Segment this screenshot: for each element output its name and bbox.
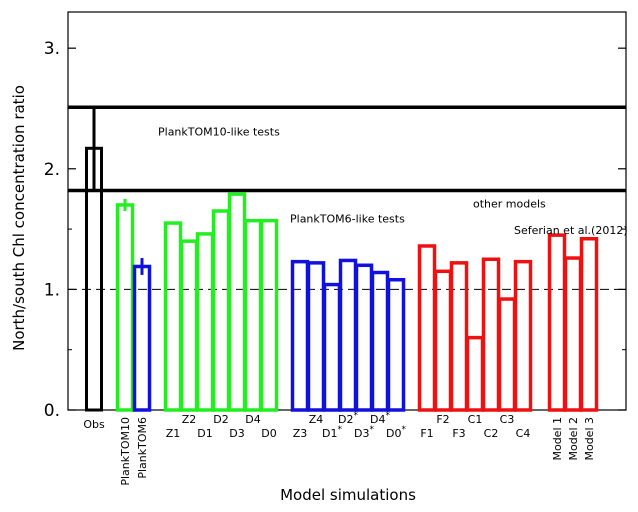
bar-d2-star xyxy=(338,258,358,412)
x-tick-label-z3: Z3 xyxy=(293,427,308,440)
bar-c3 xyxy=(497,297,517,412)
x-tick-label-d2-star: D2* xyxy=(338,411,358,426)
x-tick-label-obs: Obs xyxy=(83,418,105,431)
x-axis-label: Model simulations xyxy=(280,486,416,504)
x-tick-label-model-3: Model 3 xyxy=(583,417,596,461)
horizontal-lines xyxy=(68,105,626,193)
x-tick-label-d3-star: D3* xyxy=(354,425,374,440)
bar-planktom6 xyxy=(132,264,152,412)
y-axis-ticks: 0. 1. 2. 3. xyxy=(44,39,626,421)
y-tick-label: 3. xyxy=(44,39,60,59)
x-tick-label-c1: C1 xyxy=(468,413,483,426)
bar-d3-star xyxy=(354,263,374,412)
x-tick-label-z2: Z2 xyxy=(182,413,197,426)
bars xyxy=(85,107,599,412)
x-tick-label-f2: F2 xyxy=(436,413,449,426)
bar-f1 xyxy=(417,244,437,412)
bar-model-1 xyxy=(547,233,567,412)
x-tick-label-z1: Z1 xyxy=(166,427,181,440)
x-tick-label-f3: F3 xyxy=(452,427,465,440)
plot-frame xyxy=(67,11,627,411)
bar-model-2 xyxy=(563,256,583,412)
bar-d4-star xyxy=(370,270,390,412)
x-tick-label-d1: D1 xyxy=(197,427,212,440)
bar-c4 xyxy=(513,259,533,412)
x-tick-label-d4: D4 xyxy=(245,413,260,426)
bar-planktom10 xyxy=(115,203,135,412)
bar-z3 xyxy=(290,259,310,412)
bar-c2 xyxy=(481,257,501,412)
bar-z2 xyxy=(179,239,199,412)
y-axis-label: North/south Chl concentration ratio xyxy=(10,85,28,351)
annotation-planktom10-like-tests: PlankTOM10-like tests xyxy=(158,125,280,138)
x-tick-label-d0: D0 xyxy=(261,427,276,440)
x-tick-label-d3: D3 xyxy=(229,427,244,440)
x-tick-label-d2: D2 xyxy=(213,413,228,426)
bar-d0-star xyxy=(386,277,406,412)
bar-d0 xyxy=(259,218,279,412)
annotation-planktom6-like-tests: PlankTOM6-like tests xyxy=(290,213,405,226)
bar-f3 xyxy=(449,261,469,412)
bar-d4 xyxy=(243,218,263,412)
x-tick-label-d1-star: D1* xyxy=(322,425,342,440)
y-tick-label: 2. xyxy=(44,160,60,180)
x-tick-label-f1: F1 xyxy=(420,427,433,440)
x-tick-label-c2: C2 xyxy=(484,427,499,440)
x-tick-label-z4: Z4 xyxy=(309,413,324,426)
x-tick-label-model-2: Model 2 xyxy=(567,417,580,461)
bar-z1 xyxy=(163,221,183,412)
x-tick-label-c3: C3 xyxy=(500,413,515,426)
annotation-other-models: other models xyxy=(473,197,546,210)
bar-model-3 xyxy=(579,236,599,412)
y-tick-label: 1. xyxy=(44,280,60,300)
bar-d3 xyxy=(227,192,247,412)
x-tick-label-model-1: Model 1 xyxy=(551,417,564,461)
bar-d1-star xyxy=(322,282,342,412)
bar-d2 xyxy=(211,209,231,412)
x-tick-label-c4: C4 xyxy=(516,427,531,440)
y-tick-label: 0. xyxy=(44,401,60,421)
x-tick-label-planktom6: PlankTOM6 xyxy=(136,417,149,479)
x-tick-label-d0-star: D0* xyxy=(386,425,406,440)
x-tick-label-d4-star: D4* xyxy=(370,411,390,426)
bar-f2 xyxy=(433,269,453,412)
annotation-seferian-et-al-2012: Seferian et al.(2012) xyxy=(514,224,628,237)
bar-c1 xyxy=(465,335,485,412)
annotations: PlankTOM10-like tests other models PlankTO… xyxy=(158,125,628,237)
bar-d1 xyxy=(195,232,215,412)
x-tick-label-planktom10: PlankTOM10 xyxy=(119,417,132,486)
bar-z4 xyxy=(306,261,326,412)
